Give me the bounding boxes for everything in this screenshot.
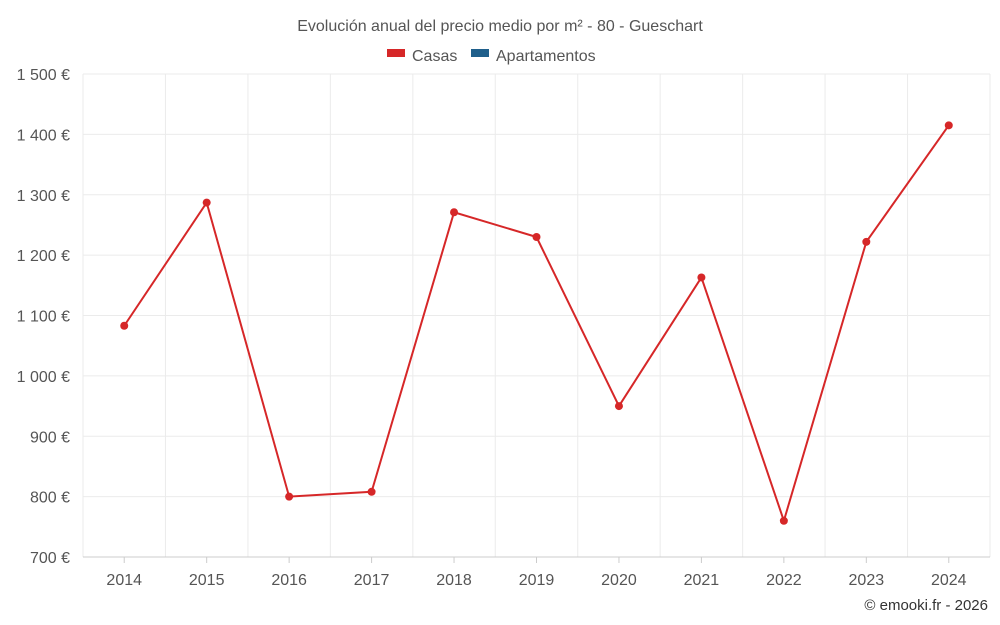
x-tick-label: 2022 <box>766 572 802 589</box>
y-tick-label: 1 000 € <box>17 369 70 386</box>
x-tick-label: 2018 <box>436 572 472 589</box>
series-casas <box>120 121 953 525</box>
x-axis-ticks: 2014 2015 2016 2017 2018 2019 2020 2021 2022 2023… <box>106 557 967 589</box>
y-tick-label: 900 € <box>30 429 70 446</box>
x-tick-label: 2016 <box>271 572 307 589</box>
x-tick-label: 2014 <box>106 572 142 589</box>
legend-swatch-apartamentos <box>471 49 489 57</box>
data-point[interactable] <box>862 237 871 246</box>
data-point[interactable] <box>532 233 541 242</box>
x-tick-label: 2020 <box>601 572 637 589</box>
data-point[interactable] <box>697 273 706 282</box>
credit-text: © emooki.fr - 2026 <box>864 597 988 614</box>
x-tick-label: 2021 <box>684 572 720 589</box>
data-point[interactable] <box>450 208 459 217</box>
legend: Casas Apartamentos <box>387 48 596 65</box>
legend-label-apartamentos[interactable]: Apartamentos <box>496 48 596 65</box>
legend-label-casas[interactable]: Casas <box>412 48 457 65</box>
y-tick-label: 1 100 € <box>17 309 70 326</box>
y-axis-ticks: 700 € 800 € 900 € 1 000 € 1 100 € 1 200 € 1 30… <box>17 67 70 567</box>
data-point[interactable] <box>779 516 788 525</box>
x-tick-label: 2017 <box>354 572 390 589</box>
chart-title: Evolución anual del precio medio por m² … <box>297 18 703 35</box>
y-tick-label: 700 € <box>30 550 70 567</box>
data-point[interactable] <box>120 321 129 330</box>
x-tick-label: 2024 <box>931 572 967 589</box>
legend-swatch-casas <box>387 49 405 57</box>
data-point[interactable] <box>944 121 953 130</box>
data-point[interactable] <box>285 492 294 501</box>
data-point[interactable] <box>367 487 376 496</box>
y-tick-label: 800 € <box>30 490 70 507</box>
y-tick-label: 1 500 € <box>17 67 70 84</box>
x-tick-label: 2019 <box>519 572 555 589</box>
x-tick-label: 2023 <box>849 572 885 589</box>
y-tick-label: 1 400 € <box>17 127 70 144</box>
y-tick-label: 1 300 € <box>17 188 70 205</box>
data-point[interactable] <box>202 198 211 207</box>
grid <box>82 73 991 557</box>
y-tick-label: 1 200 € <box>17 248 70 265</box>
data-point[interactable] <box>614 402 623 411</box>
x-tick-label: 2015 <box>189 572 225 589</box>
